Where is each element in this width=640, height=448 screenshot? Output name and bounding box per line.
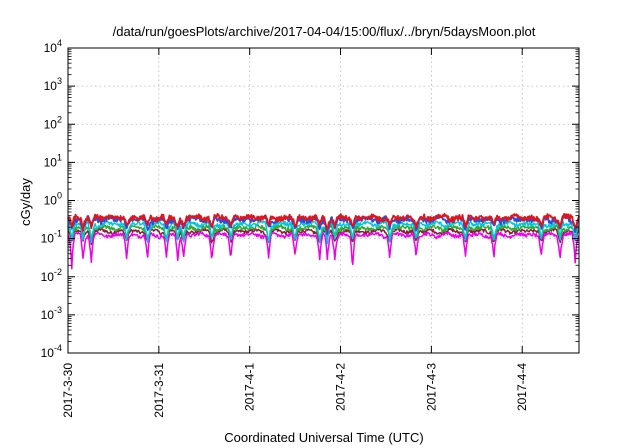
x-tick-label: 2017-4-4 [515, 363, 529, 411]
series-line [67, 219, 580, 245]
y-axis-label: cGy/day [18, 178, 33, 226]
y-tick-exponent: -3 [54, 305, 62, 315]
y-tick-base: 10 [41, 346, 55, 360]
y-tick-base: 10 [44, 155, 58, 169]
x-tick-labels: 2017-3-30 2017-3-31 2017-4-1 2017-4-2 2017-4… [61, 363, 529, 418]
y-tick-label: 10-2 [41, 267, 62, 284]
y-tick-label: 102 [44, 114, 62, 131]
y-tick-base: 10 [44, 79, 58, 93]
y-tick-base: 10 [41, 308, 55, 322]
grid [67, 48, 579, 353]
x-tick-label: 2017-4-1 [243, 363, 257, 411]
y-tick-label: 10-3 [41, 305, 62, 322]
x-tick-label: 2017-3-30 [61, 363, 75, 418]
y-tick-exponent: -2 [54, 267, 62, 277]
x-tick-label: 2017-3-31 [152, 363, 166, 418]
y-tick-label: 104 [44, 38, 62, 55]
y-tick-exponent: 2 [57, 114, 62, 124]
series-line [67, 231, 580, 270]
x-axis-label: Coordinated Universal Time (UTC) [224, 430, 423, 445]
x-tick-label: 2017-4-2 [334, 363, 348, 411]
y-tick-exponent: 3 [57, 76, 62, 86]
y-tick-base: 10 [44, 41, 58, 55]
series-line [67, 212, 580, 232]
y-tick-exponent: 0 [57, 191, 62, 201]
y-tick-exponent: -4 [54, 343, 62, 353]
y-tick-label: 10-4 [41, 343, 62, 360]
chart-title: /data/run/goesPlots/archive/2017-04-04/1… [113, 24, 536, 39]
y-tick-label: 10-1 [41, 229, 62, 246]
y-tick-base: 10 [41, 232, 55, 246]
y-tick-base: 10 [41, 270, 55, 284]
y-tick-label: 103 [44, 76, 62, 93]
series-layer [67, 212, 580, 270]
y-tick-exponent: -1 [54, 229, 62, 239]
x-tick-label: 2017-4-3 [424, 363, 438, 411]
y-tick-label: 100 [44, 191, 62, 208]
y-tick-exponent: 4 [57, 38, 62, 48]
y-tick-base: 10 [44, 117, 58, 131]
y-tick-base: 10 [44, 194, 58, 208]
y-tick-exponent: 1 [57, 152, 62, 162]
y-tick-label: 101 [44, 152, 62, 169]
ticks [67, 47, 579, 354]
